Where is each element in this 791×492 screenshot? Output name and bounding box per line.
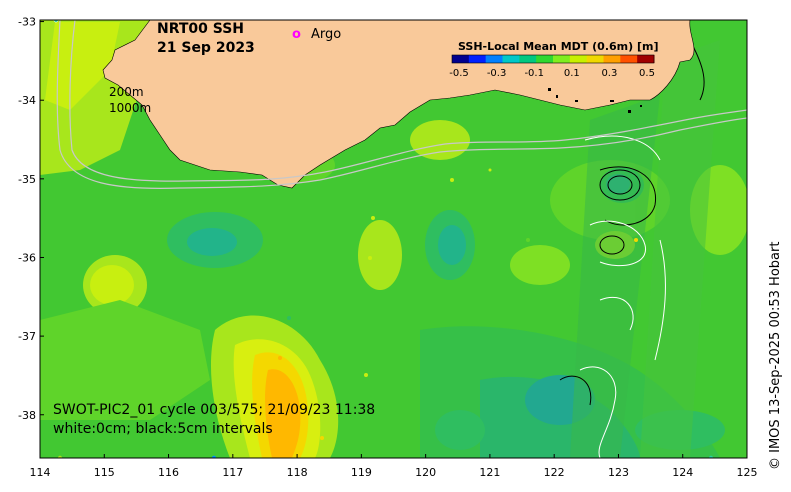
- x-tick-label: 124: [672, 466, 693, 479]
- colorbar-ticks: -0.5 -0.3 -0.1 0.1 0.3 0.5: [449, 68, 655, 79]
- y-tick-label: -34: [18, 94, 36, 107]
- colorbar-swatch: [553, 55, 571, 63]
- x-tick-label: 114: [30, 466, 51, 479]
- x-tick-label: 119: [351, 466, 372, 479]
- colorbar-swatches: [451, 54, 655, 64]
- swot-contour-info: white:0cm; black:5cm intervals: [53, 421, 273, 437]
- y-tick-label: -37: [18, 330, 36, 343]
- argo-legend-label: Argo: [311, 27, 341, 42]
- colorbar-title: SSH-Local Mean MDT (0.6m) [m]: [458, 40, 658, 53]
- x-tick-label: 125: [737, 466, 758, 479]
- title-product: NRT00 SSH: [157, 21, 244, 37]
- colorbar-swatch: [620, 55, 638, 63]
- data-dots: [278, 168, 638, 440]
- colorbar: SSH-Local Mean MDT (0.6m) [m] -0.5 -0.3 -0…: [449, 40, 658, 79]
- bathymetry-contours: [56, 20, 747, 189]
- x-tick-label: 123: [608, 466, 629, 479]
- x-tick-label: 117: [222, 466, 243, 479]
- x-tick-label: 120: [415, 466, 436, 479]
- y-tick-label: -36: [18, 251, 36, 264]
- x-tick-label: 115: [94, 466, 115, 479]
- y-tick-label: -38: [18, 409, 36, 422]
- credit-text: © IMOS 13-Sep-2025 00:53 Hobart: [768, 241, 783, 470]
- y-tick-label: -33: [18, 16, 36, 29]
- colorbar-tick-label: -0.3: [487, 68, 507, 79]
- ssh-field: [40, 20, 747, 458]
- colorbar-swatch: [603, 55, 621, 63]
- colorbar-swatch: [502, 55, 520, 63]
- colorbar-tick-label: 0.3: [601, 68, 617, 79]
- label-1000m: 1000m: [109, 101, 151, 115]
- offshore-islands: [548, 88, 642, 113]
- x-tick-label: 116: [158, 466, 179, 479]
- x-axis: 114 115 116 117 118 119 120 121 122 123 124 125: [30, 454, 758, 479]
- x-tick-label: 122: [544, 466, 565, 479]
- colorbar-tick-label: -0.5: [449, 68, 469, 79]
- colorbar-tick-label: -0.1: [524, 68, 544, 79]
- x-tick-label: 118: [287, 466, 308, 479]
- colorbar-swatch: [519, 55, 537, 63]
- argo-legend-symbol: o: [292, 27, 301, 42]
- colorbar-swatch: [468, 55, 487, 63]
- colorbar-swatch: [569, 55, 588, 63]
- y-axis: -33 -34 -35 -36 -37 -38: [18, 16, 44, 422]
- plot-area: [40, 20, 747, 458]
- colorbar-swatch: [586, 55, 604, 63]
- label-200m: 200m: [109, 85, 144, 99]
- colorbar-tick-label: 0.1: [564, 68, 580, 79]
- colorbar-swatch: [452, 55, 470, 63]
- colorbar-swatch: [637, 55, 655, 63]
- x-tick-label: 121: [479, 466, 500, 479]
- title-date: 21 Sep 2023: [157, 40, 255, 56]
- swot-pass-info: SWOT-PIC2_01 cycle 003/575; 21/09/23 11:…: [53, 402, 375, 418]
- colorbar-frame: [451, 54, 655, 64]
- colorbar-tick-label: 0.5: [639, 68, 655, 79]
- colorbar-swatch: [536, 55, 554, 63]
- plot-frame: [39, 19, 748, 459]
- y-tick-label: -35: [18, 173, 36, 186]
- colorbar-swatch: [485, 55, 503, 63]
- argo-floats: [53, 20, 714, 458]
